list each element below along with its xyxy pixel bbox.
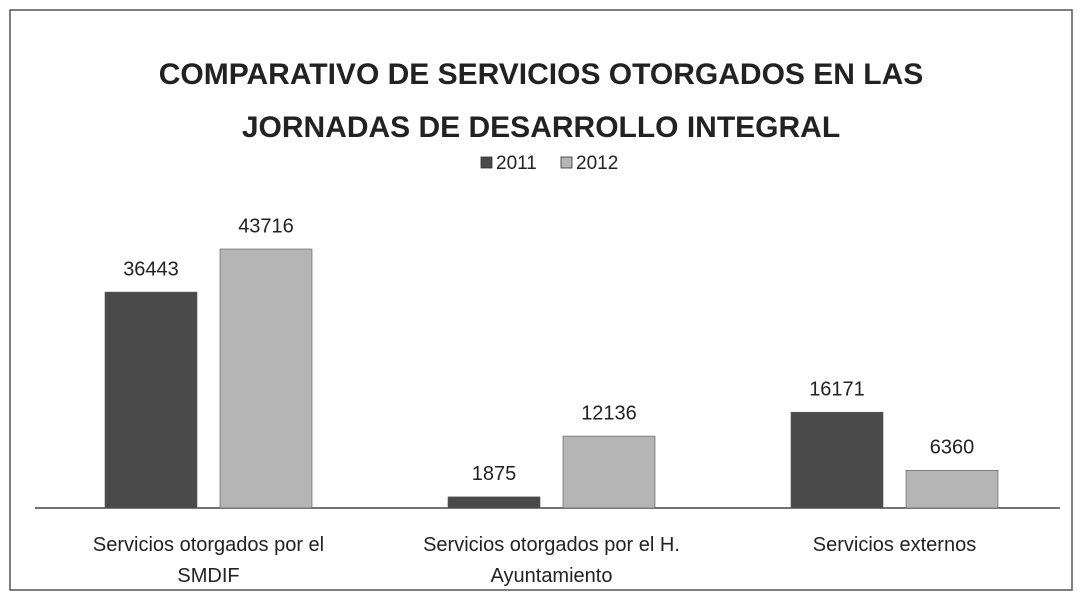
data-label: 12136	[581, 402, 637, 424]
x-tick-label: Servicios otorgados por el SMDIF	[92, 534, 325, 587]
data-label: 6360	[930, 437, 975, 459]
bar	[219, 248, 313, 509]
bar	[562, 435, 656, 509]
legend-swatch	[480, 156, 493, 169]
legend-label: 2012	[576, 153, 618, 174]
x-tick-label: Servicios externos	[812, 534, 977, 556]
legend-label: 2011	[496, 153, 537, 174]
data-label: 36443	[123, 258, 179, 280]
bar	[447, 496, 541, 509]
data-label: 43716	[238, 215, 294, 237]
bar	[790, 411, 884, 509]
frame	[9, 9, 1073, 591]
chart-title: COMPARATIVO DE SERVICIOS OTORGADOS EN LA…	[158, 58, 924, 144]
legend-swatch	[560, 156, 573, 169]
x-tick-label: Servicios otorgados por el H. Ayuntamien…	[423, 534, 680, 587]
data-label: 16171	[809, 378, 865, 400]
data-label: 1875	[472, 463, 517, 485]
bar	[104, 291, 198, 509]
bar	[905, 470, 999, 509]
